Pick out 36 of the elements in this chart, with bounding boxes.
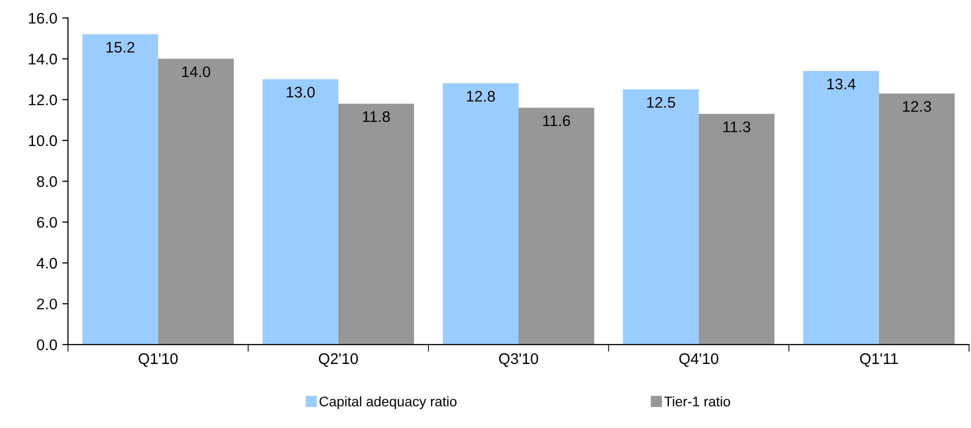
- bar: [698, 114, 774, 345]
- data-label: 11.8: [363, 111, 390, 122]
- data-label: 12.8: [466, 90, 495, 102]
- data-label: 11.3: [723, 121, 750, 132]
- y-tick-label: 14.0: [28, 54, 57, 64]
- bar: [158, 58, 234, 345]
- bar: [262, 79, 338, 345]
- x-tick-label: Q1'11: [860, 353, 898, 367]
- y-tick-label: 16.0: [28, 12, 57, 24]
- data-label: 14.0: [182, 66, 210, 78]
- bar: [338, 104, 414, 345]
- data-label: 13.0: [286, 86, 315, 98]
- y-tick-label: 0.0: [36, 339, 57, 350]
- x-tick-label: Q3'10: [499, 353, 538, 367]
- legend-label: Tier-1 ratio: [664, 396, 730, 406]
- y-tick-label: 6.0: [37, 216, 57, 228]
- legend-label: Capital adequacy ratio: [320, 396, 457, 410]
- data-label: 12.3: [903, 101, 931, 112]
- bar: [518, 108, 594, 345]
- y-tick-label: 8.0: [36, 176, 57, 187]
- bar: [803, 71, 879, 345]
- y-tick-label: 2.0: [37, 298, 57, 310]
- x-tick-label: Q2'10: [318, 353, 358, 367]
- data-label: 12.5: [647, 96, 676, 108]
- y-tick-label: 12.0: [28, 94, 57, 106]
- y-tick-label: 4.0: [36, 258, 57, 269]
- bar: [82, 34, 158, 345]
- bar: [442, 83, 519, 345]
- y-tick-label: 10.0: [28, 135, 57, 146]
- bar: [878, 93, 955, 345]
- data-label: 13.4: [827, 78, 856, 90]
- x-tick-label: Q1'10: [138, 353, 178, 367]
- bar: [623, 89, 699, 345]
- x-tick-label: Q4'10: [679, 353, 718, 367]
- data-label: 15.2: [106, 42, 134, 53]
- data-label: 11.6: [543, 115, 570, 126]
